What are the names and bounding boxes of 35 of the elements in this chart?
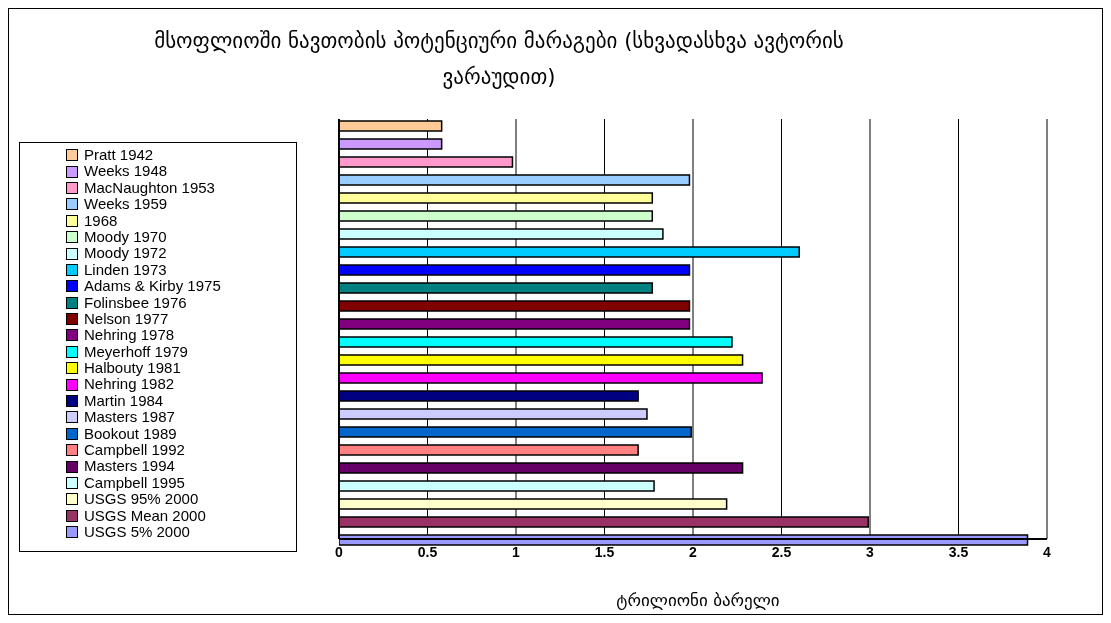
x-tick-label: 2.5 <box>771 543 792 560</box>
x-axis-title: ტრილიონი ბარელი <box>615 589 781 611</box>
legend-label: Weeks 1959 <box>84 195 168 213</box>
legend-label: Masters 1987 <box>84 408 175 426</box>
legend-label: Nelson 1977 <box>84 309 169 328</box>
chart-title: მსოფლიოში ნავთობის პოტენციური მარაგები (სხვადასხვა ავტორის ვარაუდით) <box>153 28 845 91</box>
x-tick-label: 4 <box>1043 543 1052 560</box>
legend-label: Campbell 1992 <box>84 441 185 459</box>
legend-label: 1968 <box>84 211 118 229</box>
legend-label: Campbell 1995 <box>84 473 185 492</box>
legend-label: Adams & Kirby 1975 <box>84 277 221 295</box>
x-tick-label: 1 <box>512 543 521 560</box>
legend-label: Linden 1973 <box>84 260 167 279</box>
x-tick-label: 0 <box>335 543 344 560</box>
legend-label: USGS 95% 2000 <box>84 490 199 508</box>
legend-label: Moody 1970 <box>84 227 167 246</box>
legend-label: Meyerhoff 1979 <box>84 342 188 361</box>
legend-label: Moody 1972 <box>84 244 167 262</box>
legend-label: Martin 1984 <box>84 391 164 410</box>
legend-label: Bookout 1989 <box>84 424 177 443</box>
legend-label: Nehring 1982 <box>84 375 175 393</box>
legend-label: Folinsbee 1976 <box>84 293 187 311</box>
legend-label: MacNaughton 1953 <box>84 178 215 197</box>
x-tick-label: 3 <box>866 543 875 560</box>
x-tick-label: 0.5 <box>417 543 438 560</box>
legend-label: Masters 1994 <box>84 457 175 475</box>
legend-label: USGS Mean 2000 <box>84 506 206 524</box>
legend-label: Pratt 1942 <box>84 146 154 164</box>
legend-label: Nehring 1978 <box>84 326 175 344</box>
x-tick-label: 2 <box>689 543 698 560</box>
legend-label: Halbouty 1981 <box>84 359 181 377</box>
x-tick-label: 3.5 <box>948 543 969 560</box>
legend-label: USGS 5% 2000 <box>84 522 190 541</box>
legend-label: Weeks 1948 <box>84 162 168 180</box>
x-tick-label: 1.5 <box>594 543 615 560</box>
